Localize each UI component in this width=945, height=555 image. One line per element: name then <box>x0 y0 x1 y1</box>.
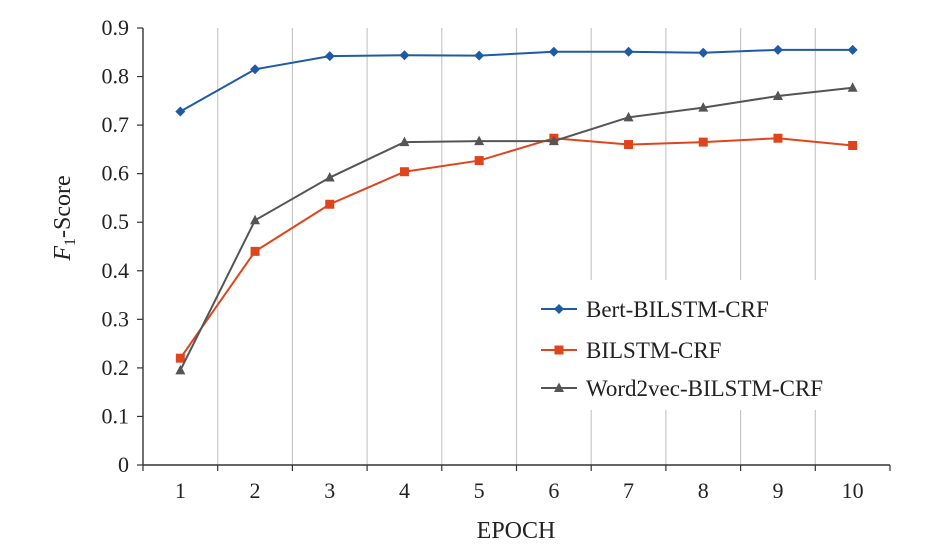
data-point <box>698 137 708 147</box>
x-tick-label: 10 <box>842 478 864 503</box>
y-tick-label: 0.4 <box>102 258 130 283</box>
y-tick-label: 0.7 <box>102 112 130 137</box>
y-tick-label: 0.9 <box>102 15 130 40</box>
data-point <box>175 364 186 375</box>
y-axis-title-subscript: 1 <box>62 238 79 246</box>
x-tick-label: 8 <box>698 478 709 503</box>
series-line <box>179 48 853 113</box>
y-tick-label: 0.3 <box>102 306 130 331</box>
data-point <box>624 140 634 150</box>
series-1 <box>175 44 858 117</box>
y-tick-label: 0.5 <box>102 209 130 234</box>
data-point <box>698 47 709 58</box>
y-axis-ticks: 0 0.1 0.2 0.3 0.4 0.5 0.6 0.7 0.8 0.9 <box>102 15 143 477</box>
grid-lines <box>217 28 816 465</box>
data-point <box>847 82 858 92</box>
legend-label: BILSTM-CRF <box>586 338 721 363</box>
legend-marker <box>554 304 564 314</box>
series-line <box>179 137 853 359</box>
data-point <box>847 44 858 55</box>
data-point <box>399 167 409 177</box>
x-tick-label: 1 <box>175 478 186 503</box>
data-point <box>325 199 335 209</box>
data-point <box>772 90 783 100</box>
x-axis-title: EPOCH <box>477 518 556 544</box>
data-point <box>848 141 858 151</box>
y-tick-label: 0 <box>118 452 129 477</box>
data-point <box>250 246 260 256</box>
data-point <box>399 136 410 147</box>
x-tick-label: 9 <box>772 478 783 503</box>
data-point <box>324 51 335 62</box>
x-tick-label: 5 <box>474 478 485 503</box>
data-point <box>698 102 709 112</box>
data-point <box>548 135 559 146</box>
data-point <box>175 106 186 117</box>
series-3 <box>175 82 858 375</box>
y-axis-title-rest: -Score <box>50 175 76 238</box>
x-tick-label: 2 <box>250 478 261 503</box>
data-point <box>623 111 634 122</box>
x-tick-label: 6 <box>548 478 559 503</box>
data-point <box>474 50 485 61</box>
legend-label: Bert-BILSTM-CRF <box>586 297 769 322</box>
data-point <box>474 135 485 146</box>
x-tick-label: 4 <box>399 478 410 503</box>
data-point <box>324 172 335 182</box>
x-tick-label: 3 <box>324 478 335 503</box>
data-point <box>250 214 261 225</box>
y-tick-label: 0.1 <box>102 403 130 428</box>
y-axis-title: F1-Score <box>50 175 79 261</box>
y-axis-title-italic: F <box>50 246 76 262</box>
legend-box <box>532 280 888 410</box>
legend-label: Word2vec-BILSTM-CRF <box>586 376 823 401</box>
legend-marker <box>554 345 564 355</box>
data-point <box>399 50 410 61</box>
y-tick-label: 0.2 <box>102 355 130 380</box>
data-point <box>250 64 261 75</box>
data-point <box>773 133 783 143</box>
data-point <box>474 156 484 166</box>
data-point <box>623 46 634 57</box>
series-line <box>179 86 853 371</box>
data-point <box>548 46 559 57</box>
data-point <box>175 353 185 363</box>
x-axis-ticks: 1 2 3 4 5 6 7 8 9 10 <box>142 465 891 503</box>
y-tick-label: 0.8 <box>102 64 130 89</box>
series-group <box>175 44 858 375</box>
x-tick-label: 7 <box>623 478 634 503</box>
legend: Bert-BILSTM-CRF BILSTM-CRF Word2vec-BILSTM… <box>532 280 888 410</box>
data-point <box>772 44 783 55</box>
y-tick-label: 0.6 <box>102 161 130 186</box>
legend-marker <box>554 382 564 392</box>
